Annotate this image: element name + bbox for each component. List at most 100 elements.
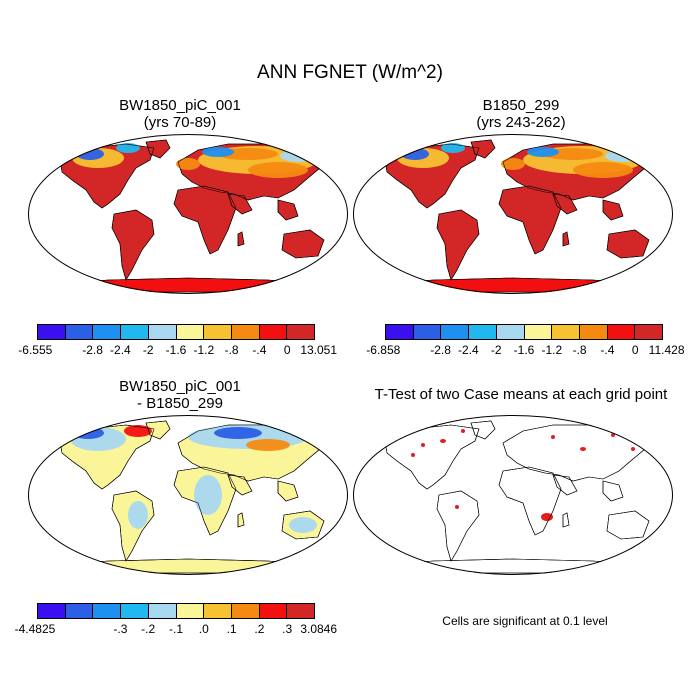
colorbar-cell [413, 325, 442, 339]
colorbar-2: -6.858 -2.8 -2.4 -2 -1.6 -1.2 -.8 -.4 0 11.428 [366, 324, 684, 357]
map-svg [28, 415, 348, 575]
eurasia-coastline [177, 143, 329, 201]
colorbar-cell [65, 604, 94, 618]
colorbar-label: -.1 [168, 622, 184, 636]
map-panel-4 [353, 415, 673, 575]
colorbar-labels: -6.555 -2.8 -2.4 -2 -1.6 -1.2 -.8 -.4 0 13.051 [18, 343, 337, 357]
greenland-coastline [470, 420, 496, 440]
colorbar-label: -2 [142, 343, 154, 357]
south-america-coastline [436, 209, 480, 281]
colorbar-cell [38, 604, 66, 618]
colorbar-label: .3 [282, 622, 293, 636]
field-patch [383, 280, 643, 292]
antarctica-landmass [372, 558, 654, 574]
arabia-india-coastline [552, 474, 578, 496]
field-patch [611, 433, 615, 437]
colorbar-cell [607, 325, 636, 339]
colorbar-cell [65, 325, 94, 339]
panel-title-3: BW1850_piC_001 - B1850_299 [15, 378, 345, 412]
australia-coastline [606, 229, 650, 259]
colorbar-label: .0 [198, 622, 209, 636]
colorbar-cell [231, 604, 260, 618]
map-svg [28, 134, 348, 294]
colorbar-label: -.8 [572, 343, 587, 357]
field-patch [116, 143, 140, 153]
panel-1-case: BW1850_piC_001 [119, 97, 241, 114]
panel-4-title: T-Test of two Case means at each grid po… [374, 386, 668, 403]
colorbar-label: .2 [254, 622, 265, 636]
field-patch [461, 429, 465, 433]
greenland-landmass [470, 420, 496, 440]
madagascar-coastline [562, 231, 570, 247]
colorbar-cell [496, 325, 525, 339]
greenland-coastline [145, 420, 171, 440]
colorbar-label: 0 [631, 343, 639, 357]
field-patch [401, 148, 429, 160]
field-patch [58, 280, 318, 292]
colorbar-label: .1 [226, 622, 237, 636]
antarctica-coastline [372, 558, 654, 574]
arabia-india-coastline [552, 193, 578, 215]
africa-coastline [498, 466, 562, 536]
colorbar-label: 0 [283, 343, 291, 357]
colorbar-cell [176, 604, 205, 618]
north-america-coastline [59, 424, 155, 490]
africa-coastline [173, 466, 237, 536]
panel-2-case: B1850_299 [482, 97, 560, 114]
africa-coastline [498, 185, 562, 255]
australia-coastline [281, 229, 325, 259]
colorbar-cell [176, 325, 205, 339]
colorbar-cell [259, 325, 288, 339]
map-frame [353, 415, 673, 575]
colorbar-cells [37, 603, 315, 619]
colorbar-cell [259, 604, 288, 618]
colorbar-label: -1.2 [193, 343, 215, 357]
south-america-landmass [436, 209, 480, 281]
field-patch [573, 162, 633, 178]
africa-landmass [173, 185, 237, 255]
map-panel-3 [28, 415, 348, 575]
colorbar-cell [287, 325, 315, 339]
colorbar-label: -.8 [224, 343, 239, 357]
colorbar-cell [121, 325, 149, 339]
se-asia-coastline [277, 480, 299, 502]
north-america-landmass [384, 424, 480, 490]
arabia-india-coastline [227, 474, 253, 496]
colorbar-label: -1.6 [513, 343, 535, 357]
field-patch [411, 453, 415, 457]
field-patch [429, 565, 437, 569]
colorbar-cells [37, 324, 315, 340]
field-patch [128, 501, 148, 529]
colorbar-cell [38, 325, 66, 339]
colorbar-label: -.4 [252, 343, 267, 357]
map-panel-1 [28, 134, 348, 294]
north-america-coastline [384, 143, 480, 209]
field-patch [441, 143, 465, 153]
se-asia-coastline [277, 199, 299, 221]
panel-3-case: BW1850_piC_001 [119, 378, 241, 395]
field-patch [501, 158, 525, 170]
field-patch [246, 439, 290, 451]
colorbar-label: -1.2 [541, 343, 563, 357]
madagascar-coastline [237, 512, 245, 528]
colorbar-cells [385, 324, 663, 340]
colorbar-label: -6.858 [366, 343, 401, 357]
colorbar-cell [579, 325, 608, 339]
colorbar-label: 11.428 [648, 343, 685, 357]
colorbar-label: -4.4825 [14, 622, 56, 636]
field-patch [551, 435, 555, 439]
colorbar-cell [524, 325, 553, 339]
colorbar-labels: -4.4825 -.3 -.2 -.1 .0 .1 .2 .3 3.0846 [15, 622, 337, 636]
field-patch [248, 162, 308, 178]
antarctica-landmass [47, 558, 329, 574]
map-svg [353, 134, 673, 294]
figure-title: ANN FGNET (W/m^2) [257, 62, 443, 83]
colorbar-labels: -6.858 -2.8 -2.4 -2 -1.6 -1.2 -.8 -.4 0 11.428 [366, 343, 684, 357]
madagascar-coastline [562, 512, 570, 528]
colorbar-label: 13.051 [300, 343, 338, 357]
colorbar-cell [469, 325, 497, 339]
field-patch [631, 447, 635, 451]
colorbar-cell [441, 325, 470, 339]
colorbar-cell [121, 604, 149, 618]
panel-title-2: B1850_299 (yrs 243-262) [356, 97, 686, 131]
